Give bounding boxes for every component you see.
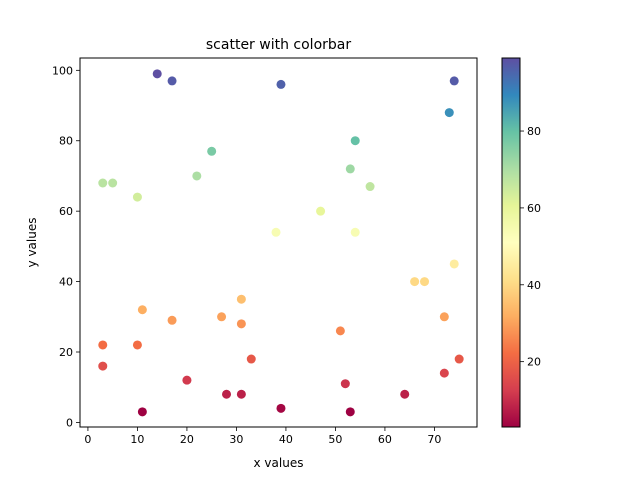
data-point <box>276 403 286 413</box>
data-point <box>271 227 281 237</box>
data-point <box>207 146 217 156</box>
data-point <box>217 312 227 322</box>
data-point <box>365 182 375 192</box>
x-tick-label: 60 <box>378 433 392 446</box>
data-point <box>340 379 350 389</box>
data-point <box>246 354 256 364</box>
plot-frame <box>79 57 478 428</box>
data-point <box>439 368 449 378</box>
data-point <box>192 171 202 181</box>
data-point <box>236 389 246 399</box>
data-point <box>444 108 454 118</box>
data-point <box>236 294 246 304</box>
data-point <box>108 178 118 188</box>
x-tick-label: 40 <box>279 433 293 446</box>
data-point <box>439 312 449 322</box>
x-axis-label: x values <box>254 456 304 470</box>
y-axis-label: y values <box>25 218 39 268</box>
x-tick-label: 0 <box>84 433 91 446</box>
data-point <box>167 315 177 325</box>
data-point <box>345 164 355 174</box>
data-point <box>449 259 459 269</box>
data-point <box>350 227 360 237</box>
data-point <box>132 340 142 350</box>
data-point <box>449 76 459 86</box>
colorbar-tick-label: 40 <box>527 279 541 292</box>
x-axis-ticks: 0 10 20 30 40 50 60 70 <box>84 427 441 446</box>
y-tick-label: 80 <box>59 135 73 148</box>
data-point <box>316 206 326 216</box>
data-point <box>167 76 177 86</box>
chart-title: scatter with colorbar <box>206 37 351 53</box>
colorbar-tick-label: 60 <box>527 202 541 215</box>
data-point <box>350 136 360 146</box>
data-point <box>222 389 232 399</box>
x-tick-label: 10 <box>130 433 144 446</box>
data-point <box>98 340 108 350</box>
data-point <box>98 361 108 371</box>
x-tick-label: 70 <box>427 433 441 446</box>
colorbar <box>501 57 521 428</box>
data-point <box>137 407 147 417</box>
data-point <box>236 319 246 329</box>
data-point <box>182 375 192 385</box>
colorbar-tick-label: 80 <box>527 125 541 138</box>
x-tick-label: 20 <box>180 433 194 446</box>
colorbar-tick-label: 20 <box>527 356 541 369</box>
data-point <box>132 192 142 202</box>
data-point <box>420 277 430 287</box>
y-tick-label: 60 <box>59 205 73 218</box>
y-tick-label: 40 <box>59 276 73 289</box>
y-tick-label: 20 <box>59 346 73 359</box>
data-point <box>98 178 108 188</box>
plot-points <box>98 69 464 417</box>
x-tick-label: 50 <box>328 433 342 446</box>
data-point <box>410 277 420 287</box>
data-point <box>400 389 410 399</box>
y-tick-label: 0 <box>66 416 73 429</box>
data-point <box>454 354 464 364</box>
data-point <box>345 407 355 417</box>
colorbar-ticks: 20 40 60 80 <box>520 125 541 369</box>
data-point <box>335 326 345 336</box>
data-point <box>152 69 162 79</box>
y-tick-label: 100 <box>52 64 73 77</box>
data-point <box>137 305 147 315</box>
data-point <box>276 79 286 89</box>
x-tick-label: 30 <box>229 433 243 446</box>
y-axis-ticks: 0 20 40 60 80 100 <box>52 64 80 429</box>
